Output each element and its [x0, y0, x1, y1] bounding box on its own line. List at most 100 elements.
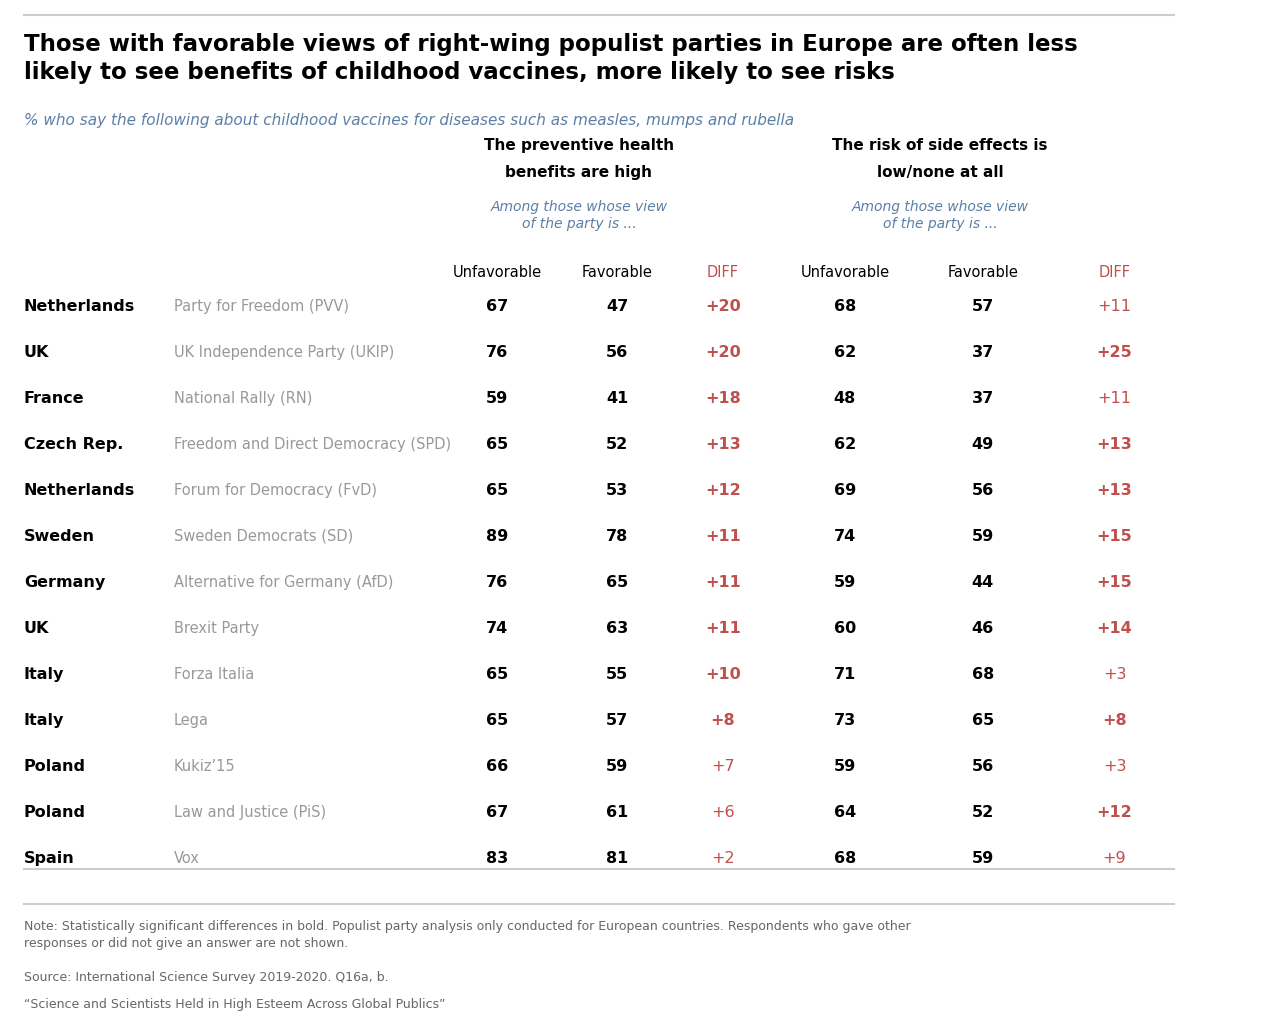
Text: Lega: Lega	[174, 713, 209, 728]
Text: 48: 48	[833, 391, 856, 406]
Text: 55: 55	[605, 667, 628, 682]
Text: Czech Rep.: Czech Rep.	[24, 437, 123, 452]
Text: 57: 57	[972, 299, 993, 314]
Text: Among those whose view
of the party is ...: Among those whose view of the party is .…	[490, 200, 667, 231]
Text: +11: +11	[705, 575, 741, 590]
Text: +12: +12	[1097, 805, 1133, 819]
Text: +15: +15	[1097, 575, 1133, 590]
Text: +10: +10	[705, 667, 741, 682]
Text: Sweden: Sweden	[24, 529, 95, 544]
Text: 37: 37	[972, 391, 993, 406]
Text: 62: 62	[833, 437, 856, 452]
Text: Brexit Party: Brexit Party	[174, 621, 259, 636]
Text: 74: 74	[486, 621, 508, 636]
Text: The preventive health: The preventive health	[484, 138, 673, 153]
Text: Italy: Italy	[24, 713, 64, 728]
Text: 41: 41	[605, 391, 628, 406]
Text: +2: +2	[710, 851, 735, 866]
Text: 59: 59	[833, 575, 856, 590]
Text: 69: 69	[833, 483, 856, 497]
Text: 68: 68	[972, 667, 993, 682]
Text: +7: +7	[710, 759, 735, 774]
Text: 59: 59	[972, 851, 993, 866]
Text: Kukiz’15: Kukiz’15	[174, 759, 236, 774]
Text: Unfavorable: Unfavorable	[800, 265, 890, 281]
Text: Party for Freedom (PVV): Party for Freedom (PVV)	[174, 299, 348, 314]
Text: 56: 56	[972, 483, 993, 497]
Text: 68: 68	[833, 851, 856, 866]
Text: 52: 52	[605, 437, 628, 452]
Text: 71: 71	[833, 667, 856, 682]
Text: 37: 37	[972, 345, 993, 360]
Text: National Rally (RN): National Rally (RN)	[174, 391, 312, 406]
Text: 56: 56	[605, 345, 628, 360]
Text: 52: 52	[972, 805, 993, 819]
Text: 59: 59	[605, 759, 628, 774]
Text: 76: 76	[486, 575, 508, 590]
Text: Source: International Science Survey 2019-2020. Q16a, b.: Source: International Science Survey 201…	[24, 971, 389, 985]
Text: 66: 66	[486, 759, 508, 774]
Text: 46: 46	[972, 621, 993, 636]
Text: +8: +8	[1102, 713, 1126, 728]
Text: 61: 61	[605, 805, 628, 819]
Text: Netherlands: Netherlands	[24, 299, 136, 314]
Text: % who say the following about childhood vaccines for diseases such as measles, m: % who say the following about childhood …	[24, 114, 794, 128]
Text: +11: +11	[705, 621, 741, 636]
Text: Sweden Democrats (SD): Sweden Democrats (SD)	[174, 529, 353, 544]
Text: 67: 67	[486, 299, 508, 314]
Text: 62: 62	[833, 345, 856, 360]
Text: +13: +13	[1097, 437, 1133, 452]
Text: 56: 56	[972, 759, 993, 774]
Text: +8: +8	[710, 713, 735, 728]
Text: Freedom and Direct Democracy (SPD): Freedom and Direct Democracy (SPD)	[174, 437, 451, 452]
Text: UK: UK	[24, 345, 50, 360]
Text: 68: 68	[833, 299, 856, 314]
Text: 83: 83	[486, 851, 508, 866]
Text: Germany: Germany	[24, 575, 105, 590]
Text: +3: +3	[1103, 759, 1126, 774]
Text: 65: 65	[486, 667, 508, 682]
Text: 59: 59	[833, 759, 856, 774]
Text: 65: 65	[486, 483, 508, 497]
Text: Unfavorable: Unfavorable	[453, 265, 541, 281]
Text: Favorable: Favorable	[581, 265, 653, 281]
Text: France: France	[24, 391, 84, 406]
Text: +13: +13	[1097, 483, 1133, 497]
Text: benefits are high: benefits are high	[506, 164, 653, 180]
Text: +12: +12	[705, 483, 741, 497]
Text: Law and Justice (PiS): Law and Justice (PiS)	[174, 805, 326, 819]
Text: Vox: Vox	[174, 851, 200, 866]
Text: 47: 47	[605, 299, 628, 314]
Text: 81: 81	[605, 851, 628, 866]
Text: Alternative for Germany (AfD): Alternative for Germany (AfD)	[174, 575, 393, 590]
Text: 78: 78	[605, 529, 628, 544]
Text: 44: 44	[972, 575, 993, 590]
Text: UK: UK	[24, 621, 50, 636]
Text: low/none at all: low/none at all	[877, 164, 1004, 180]
Text: 89: 89	[486, 529, 508, 544]
Text: DIFF: DIFF	[707, 265, 739, 281]
Text: Italy: Italy	[24, 667, 64, 682]
Text: 59: 59	[972, 529, 993, 544]
Text: 65: 65	[972, 713, 993, 728]
Text: +11: +11	[1097, 391, 1132, 406]
Text: Among those whose view
of the party is ...: Among those whose view of the party is .…	[851, 200, 1029, 231]
Text: “Science and Scientists Held in High Esteem Across Global Publics”: “Science and Scientists Held in High Est…	[24, 998, 445, 1010]
Text: 76: 76	[486, 345, 508, 360]
Text: 65: 65	[605, 575, 628, 590]
Text: 59: 59	[486, 391, 508, 406]
Text: 57: 57	[605, 713, 628, 728]
Text: Those with favorable views of right-wing populist parties in Europe are often le: Those with favorable views of right-wing…	[24, 33, 1078, 85]
Text: 65: 65	[486, 713, 508, 728]
Text: +13: +13	[705, 437, 741, 452]
Text: The risk of side effects is: The risk of side effects is	[832, 138, 1048, 153]
Text: +11: +11	[705, 529, 741, 544]
Text: +14: +14	[1097, 621, 1133, 636]
Text: +6: +6	[710, 805, 735, 819]
Text: +20: +20	[705, 299, 741, 314]
Text: +20: +20	[705, 345, 741, 360]
Text: UK Independence Party (UKIP): UK Independence Party (UKIP)	[174, 345, 394, 360]
Text: 67: 67	[486, 805, 508, 819]
Text: Spain: Spain	[24, 851, 74, 866]
Text: 49: 49	[972, 437, 993, 452]
